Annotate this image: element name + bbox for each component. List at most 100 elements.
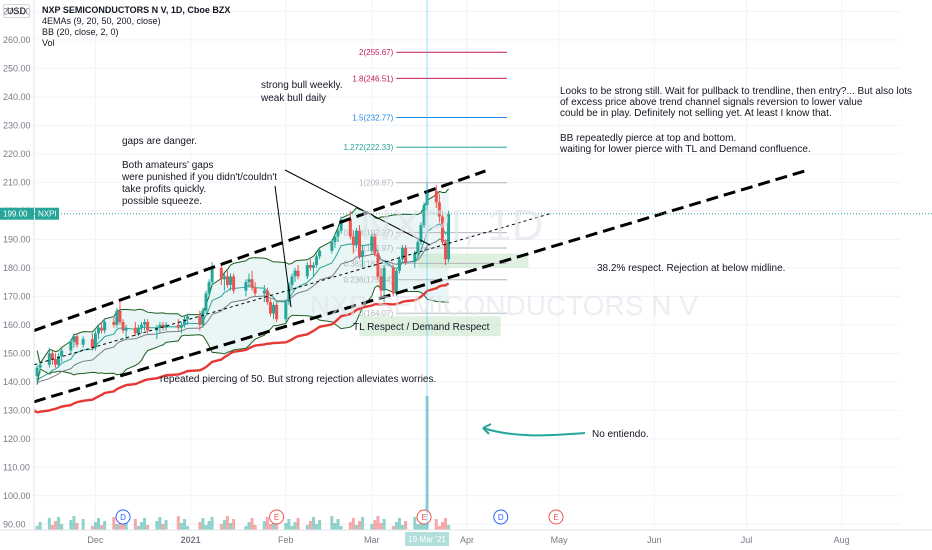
volume-bar (47, 518, 51, 530)
event-marker[interactable]: D (115, 509, 131, 525)
candle-body (336, 230, 340, 237)
volume-bar (222, 520, 226, 530)
candle-body (124, 327, 128, 331)
candle-body (434, 190, 438, 203)
volume-bar (186, 526, 190, 530)
note-tl: TL Respect / Demand Respect (353, 322, 490, 333)
candle-body (96, 327, 100, 334)
note-bb: BB repeatedly pierce at top and bottom. … (560, 133, 811, 155)
event-marker[interactable]: E (269, 509, 285, 525)
volume-bar (50, 525, 54, 530)
ema-50 (36, 282, 450, 414)
x-tick-label: Mar (364, 535, 380, 545)
currency-badge[interactable]: USD (3, 4, 31, 18)
volume-bar (229, 523, 233, 530)
price-badge-value: 199.00 (3, 210, 28, 219)
fib-level-label: 1.272(222.33) (343, 143, 393, 152)
candle-body (404, 247, 408, 263)
y-tick-label: 180.00 (3, 263, 31, 273)
event-marker[interactable]: E (548, 509, 564, 525)
volume-bar (161, 524, 165, 530)
note-fib38: 38.2% respect. Rejection at below midlin… (597, 263, 786, 274)
volume-bar (53, 521, 57, 530)
candle-body (253, 287, 257, 294)
fib-level-label: 0.236(175.84) (343, 276, 393, 285)
volume-bar (272, 520, 276, 530)
trend-lines (33, 169, 806, 404)
candle-body (69, 341, 73, 351)
candle-body (57, 356, 61, 365)
volume-bar (351, 518, 355, 530)
indicator-ema[interactable]: 4EMAs (9, 20, 50, 200, close) (42, 16, 161, 26)
note-noentiendo: No entiendo. (592, 429, 649, 440)
volume-bar (158, 517, 162, 530)
y-tick-label: 230.00 (3, 120, 31, 130)
x-tick-label: Jun (647, 535, 662, 545)
candle-body (391, 267, 395, 294)
event-marker-circle (548, 509, 564, 525)
volume-bar (391, 526, 395, 530)
y-tick-label: 270.00 (3, 6, 31, 16)
x-tick-label: Aug (834, 535, 850, 545)
fib-level-label: 1.5(232.77) (352, 113, 393, 122)
arrow-noentiendo-head (482, 423, 492, 435)
indicator-bb[interactable]: BB (20, close, 2, 0) (42, 27, 119, 37)
volume-bar (262, 521, 266, 530)
indicator-vol[interactable]: Vol (42, 38, 55, 48)
candles (35, 182, 451, 382)
note-bull: strong bull weekly. weak bull daily (261, 80, 343, 104)
volume-bar (155, 521, 159, 530)
candle-body (268, 302, 272, 314)
volume-bar (330, 516, 334, 530)
candle-body (339, 219, 343, 231)
event-marker-letter: D (498, 513, 504, 522)
volume-bar (336, 519, 340, 530)
y-tick-label: 220.00 (3, 149, 31, 159)
fib-level-label: 2(255.67) (359, 48, 394, 57)
x-tick-label: May (551, 535, 569, 545)
x-tick-label: Dec (87, 535, 104, 545)
symbol-title[interactable]: NXP SEMICONDUCTORS N V, 1D, Cboe BZX (42, 5, 231, 15)
candle-body (93, 333, 97, 348)
volume-bar (434, 519, 438, 530)
volume-bar (253, 525, 257, 530)
candle-body (290, 276, 294, 285)
event-marker[interactable]: D (493, 509, 509, 525)
candle-body (198, 316, 202, 325)
volume-bar (69, 520, 73, 530)
candle-body (225, 276, 229, 285)
demand-zone-lower (359, 316, 501, 337)
candle-body (179, 324, 183, 328)
volume-bar (75, 523, 79, 530)
candle-body (161, 324, 165, 328)
volume-bar (376, 516, 380, 530)
candle-body (379, 276, 383, 291)
legend-header: NXP SEMICONDUCTORS N V, 1D, Cboe BZX 4EM… (42, 5, 230, 49)
x-tick-label: Jul (741, 535, 753, 545)
volume-bar (72, 516, 76, 530)
volume-bar (60, 524, 64, 530)
volume-bar (232, 519, 236, 530)
candle-body (176, 324, 180, 328)
volume-bar (373, 520, 377, 530)
note-gaps-body: Both amateurs' gaps were punished if you… (122, 160, 278, 207)
volume-bar (358, 521, 362, 530)
candle-body (158, 324, 162, 328)
x-tick-label: 2021 (181, 535, 201, 545)
demand-zone-upper (417, 253, 529, 268)
note-gaps: gaps are danger. (122, 136, 198, 147)
volume-bar (447, 525, 451, 530)
volume-bar (100, 525, 104, 530)
volume-bar (401, 525, 405, 530)
volume-bars (35, 396, 451, 530)
event-marker-letter: D (120, 513, 126, 522)
event-marker[interactable]: E (416, 509, 432, 525)
candle-body (136, 327, 140, 334)
candle-body (219, 267, 223, 280)
candle-body (143, 321, 147, 325)
volume-bar (315, 524, 319, 530)
volume-bar (354, 525, 358, 530)
candle-body (50, 353, 54, 360)
